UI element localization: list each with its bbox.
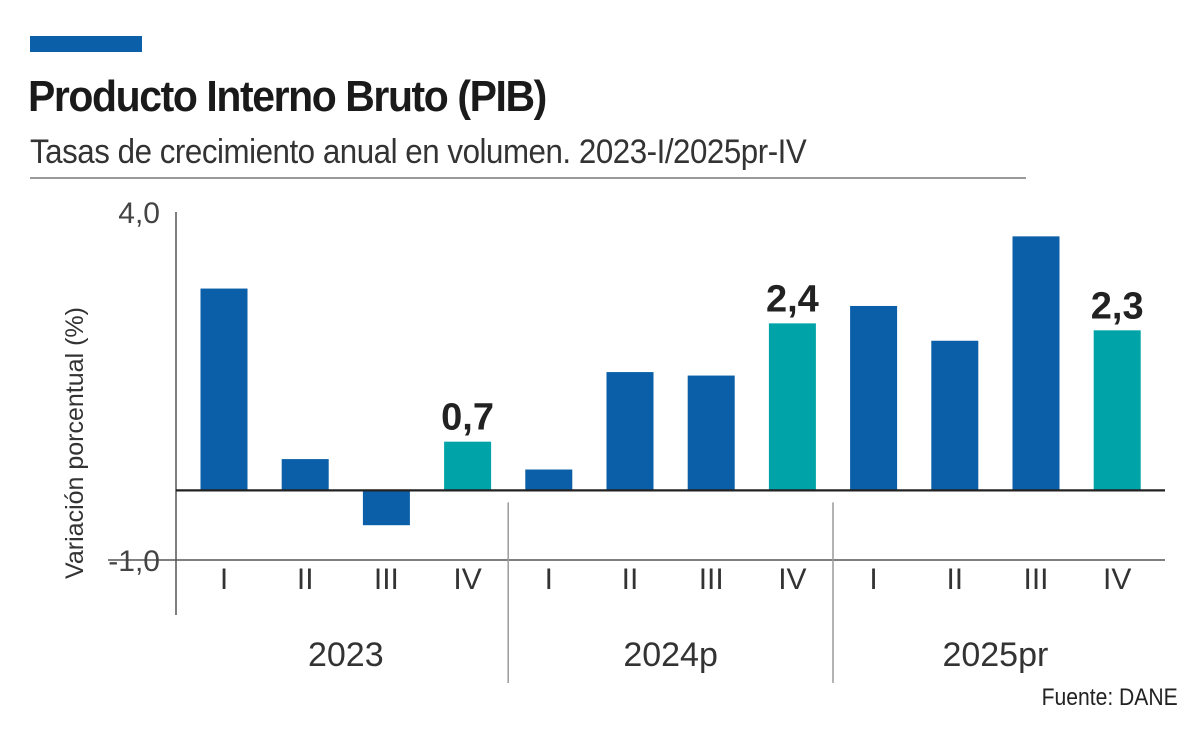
data-label-2025pr-IV: 2,3	[1091, 285, 1144, 327]
data-labels-layer: 0,7 2,4 2,3	[441, 278, 1143, 438]
x-quarter-label: I	[545, 563, 553, 596]
x-quarter-label: IV	[778, 563, 806, 596]
data-label-2024p-IV: 2,4	[766, 278, 819, 320]
data-label-2023-IV: 0,7	[441, 397, 494, 439]
bar-2023-II	[281, 459, 329, 491]
bar-2023-III	[362, 490, 410, 526]
bar-2023-I	[200, 288, 248, 491]
y-tick-label: 4,0	[118, 197, 160, 230]
title-rule	[30, 177, 1026, 179]
y-axis-label: Variación porcentual (%)	[61, 307, 89, 579]
bar-2024p-III	[687, 375, 735, 491]
bar-2025pr-III	[1012, 236, 1060, 491]
x-quarter-label: IV	[453, 563, 481, 596]
x-quarter-label: III	[374, 563, 399, 596]
chart-title: Producto Interno Bruto (PIB)	[28, 72, 547, 121]
y-tick-label: -1,0	[108, 545, 160, 578]
bar-2024p-II	[606, 372, 654, 491]
bars-layer	[200, 236, 1141, 526]
source-note: Fuente: DANE	[1041, 684, 1178, 711]
x-quarter-label: II	[946, 563, 963, 596]
bar-2025pr-II	[931, 340, 979, 491]
bar-2024p-IV	[768, 323, 816, 491]
bar-2024p-I	[525, 469, 573, 491]
x-quarter-label: IV	[1103, 563, 1131, 596]
bar-2025pr-I	[850, 305, 898, 491]
x-quarter-label: II	[297, 563, 314, 596]
x-group-label: 2025pr	[942, 636, 1048, 674]
x-quarter-label: I	[869, 563, 877, 596]
x-quarter-label: I	[220, 563, 228, 596]
x-group-label: 2024p	[623, 636, 718, 674]
x-quarter-label: III	[1023, 563, 1048, 596]
bar-2025pr-IV	[1093, 330, 1141, 491]
y-ticks-layer: 4,0 -1,0	[108, 197, 160, 578]
accent-bar	[30, 36, 142, 52]
axes-layer	[108, 212, 1165, 683]
x-quarter-label: III	[699, 563, 724, 596]
x-group-label: 2023	[308, 636, 384, 674]
bar-2023-IV	[444, 441, 492, 491]
x-quarter-label: II	[622, 563, 639, 596]
chart-subtitle: Tasas de crecimiento anual en volumen. 2…	[30, 133, 807, 171]
